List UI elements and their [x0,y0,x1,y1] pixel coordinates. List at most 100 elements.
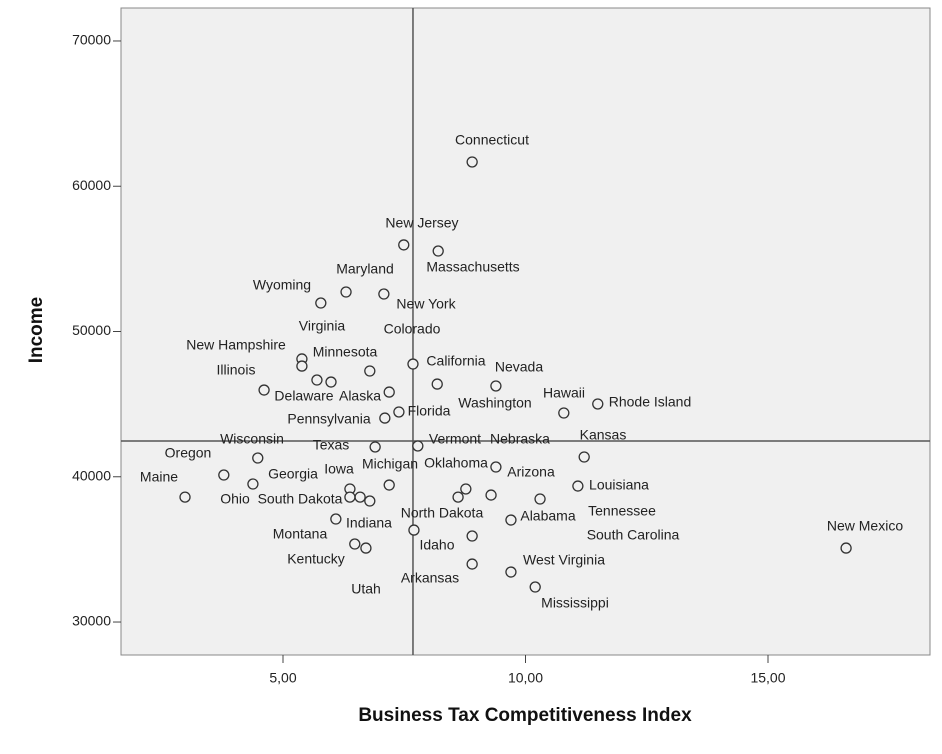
point-label: Rhode Island [609,394,692,410]
x-tick-label: 15,00 [750,670,785,686]
point-label: South Dakota [258,491,343,507]
point-label: Hawaii [543,385,585,401]
point [505,566,517,578]
point [383,386,395,398]
point [315,297,327,309]
x-axis-title: Business Tax Competitiveness Index [358,705,692,726]
point-label: New Hampshire [186,337,286,353]
point-label: Delaware [274,388,333,404]
point-label: Mississippi [541,595,609,611]
point-label: Idaho [419,537,454,553]
point [466,530,478,542]
point-label: Montana [273,526,328,542]
point-label: Tennessee [588,503,656,519]
point-label: Michigan [362,456,418,472]
point-label: Indiana [346,515,392,531]
point-label: Wyoming [253,277,311,293]
point-label: Illinois [217,362,256,378]
y-tick-label: 50000 [72,322,111,338]
point-label: Arkansas [401,570,459,586]
point [383,479,395,491]
plot-area [120,7,931,656]
point-label: Oklahoma [424,455,488,471]
point [460,483,472,495]
point [393,406,405,418]
point [325,376,337,388]
point [364,365,376,377]
point [505,514,517,526]
y-axis-title: Income [26,297,47,364]
point-label: Ohio [220,491,250,507]
point-label: Virginia [299,318,346,334]
point-label: New Mexico [827,518,903,534]
point [431,378,443,390]
point-label: Massachusetts [426,259,519,275]
point [218,469,230,481]
point-label: Louisiana [589,477,649,493]
point-label: Colorado [384,321,441,337]
point-label: Pennsylvania [287,411,370,427]
point [466,558,478,570]
point-label: Iowa [324,461,354,477]
point [529,581,541,593]
point-label: Alaska [339,388,381,404]
point [534,493,546,505]
point [412,440,424,452]
point-label: North Dakota [401,505,484,521]
point-label: Utah [351,581,381,597]
point-label: South Carolina [587,527,680,543]
point [349,538,361,550]
point-label: New York [396,296,456,312]
point [398,239,410,251]
point [311,374,323,386]
point [452,491,464,503]
point-label: Florida [408,403,451,419]
point-label: Arizona [507,464,555,480]
point [258,384,270,396]
point [354,491,366,503]
point-label: New Jersey [385,215,458,231]
point-label: Georgia [268,466,318,482]
point [179,491,191,503]
point-label: Maine [140,469,178,485]
point [252,452,264,464]
point [490,461,502,473]
point [364,495,376,507]
point-label: Nebraska [490,431,550,447]
point-label: Wisconsin [220,431,284,447]
point [360,542,372,554]
point-label: California [426,353,485,369]
point [407,358,419,370]
point [466,156,478,168]
point-label: West Virginia [523,552,605,568]
y-tick-label: 30000 [72,613,111,629]
point-label: Alabama [520,508,575,524]
point-label: Connecticut [455,132,529,148]
point [432,245,444,257]
point [592,398,604,410]
point-label: Maryland [336,261,394,277]
y-tick-label: 40000 [72,467,111,483]
point [378,288,390,300]
point-label: Oregon [165,445,212,461]
point [558,407,570,419]
point [330,513,342,525]
point-label: Texas [313,437,350,453]
point [578,451,590,463]
x-tick-label: 5,00 [269,670,296,686]
point-label: Nevada [495,359,543,375]
point [247,478,259,490]
y-tick-label: 60000 [72,177,111,193]
x-tick-label: 10,00 [508,670,543,686]
point [490,380,502,392]
point [840,542,852,554]
point [485,489,497,501]
point [344,491,356,503]
point-label: Kansas [580,427,627,443]
y-tick-label: 70000 [72,32,111,48]
point [408,524,420,536]
point [296,360,308,372]
point-label: Kentucky [287,551,345,567]
point-label: Vermont [429,431,481,447]
